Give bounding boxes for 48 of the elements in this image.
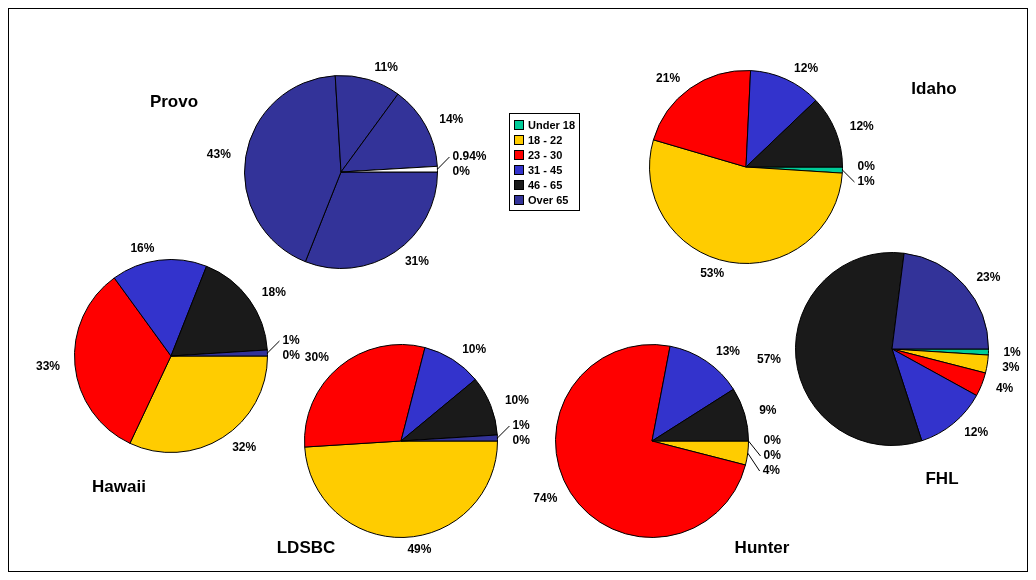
data-label: 12% (849, 118, 875, 133)
data-label: 4% (995, 381, 1014, 396)
legend-label: Under 18 (528, 118, 576, 131)
text: Idaho (911, 79, 957, 99)
data-label: 13% (715, 343, 741, 358)
legend-label: 31 - 45 (528, 163, 563, 176)
data-label: 0.94% (452, 149, 487, 164)
legend-label: Over 65 (528, 193, 569, 206)
legend-label: 46 - 65 (528, 178, 563, 191)
data-label: 1% (282, 333, 301, 348)
data-label: 14% (439, 112, 464, 127)
data-label: 3% (1002, 359, 1020, 374)
data-label: 9% (759, 403, 777, 418)
data-label: 12% (794, 60, 819, 75)
data-label: 16% (130, 240, 155, 255)
legend-label: 23 - 30 (528, 148, 563, 161)
data-label: 4% (762, 463, 781, 478)
data-label: 53% (700, 266, 725, 281)
data-label: 49% (407, 541, 432, 556)
data-label: 10% (462, 341, 487, 356)
data-label: 43% (206, 147, 232, 162)
text: Hawaii (92, 477, 146, 497)
data-label: 74% (533, 491, 558, 506)
data-label: 32% (232, 439, 257, 454)
data-label: 1% (512, 418, 531, 433)
data-label: 57% (756, 351, 782, 366)
text: 0% (512, 433, 530, 448)
data-label: 1% (1003, 344, 1022, 359)
legend-label: 18 - 22 (528, 133, 563, 146)
text: 0% (857, 159, 875, 174)
data-label: 23% (976, 269, 1001, 284)
data-label: 10% (504, 393, 530, 408)
text: 0% (763, 433, 781, 448)
data-label: 11% (374, 60, 399, 75)
text: LDSBC (276, 538, 336, 558)
data-label: 31% (404, 254, 430, 269)
data-label: 21% (656, 70, 681, 85)
text: FHL (925, 469, 959, 489)
data-label: 30% (304, 349, 330, 364)
text: 0% (282, 348, 300, 363)
data-label: 1% (857, 174, 876, 189)
data-label: 18% (261, 284, 287, 299)
data-label: 12% (964, 424, 989, 439)
text: Provo (149, 92, 199, 112)
text: 0% (763, 448, 781, 463)
text: Hunter (734, 538, 790, 558)
text: 0% (452, 164, 470, 179)
data-label: 33% (35, 358, 61, 373)
